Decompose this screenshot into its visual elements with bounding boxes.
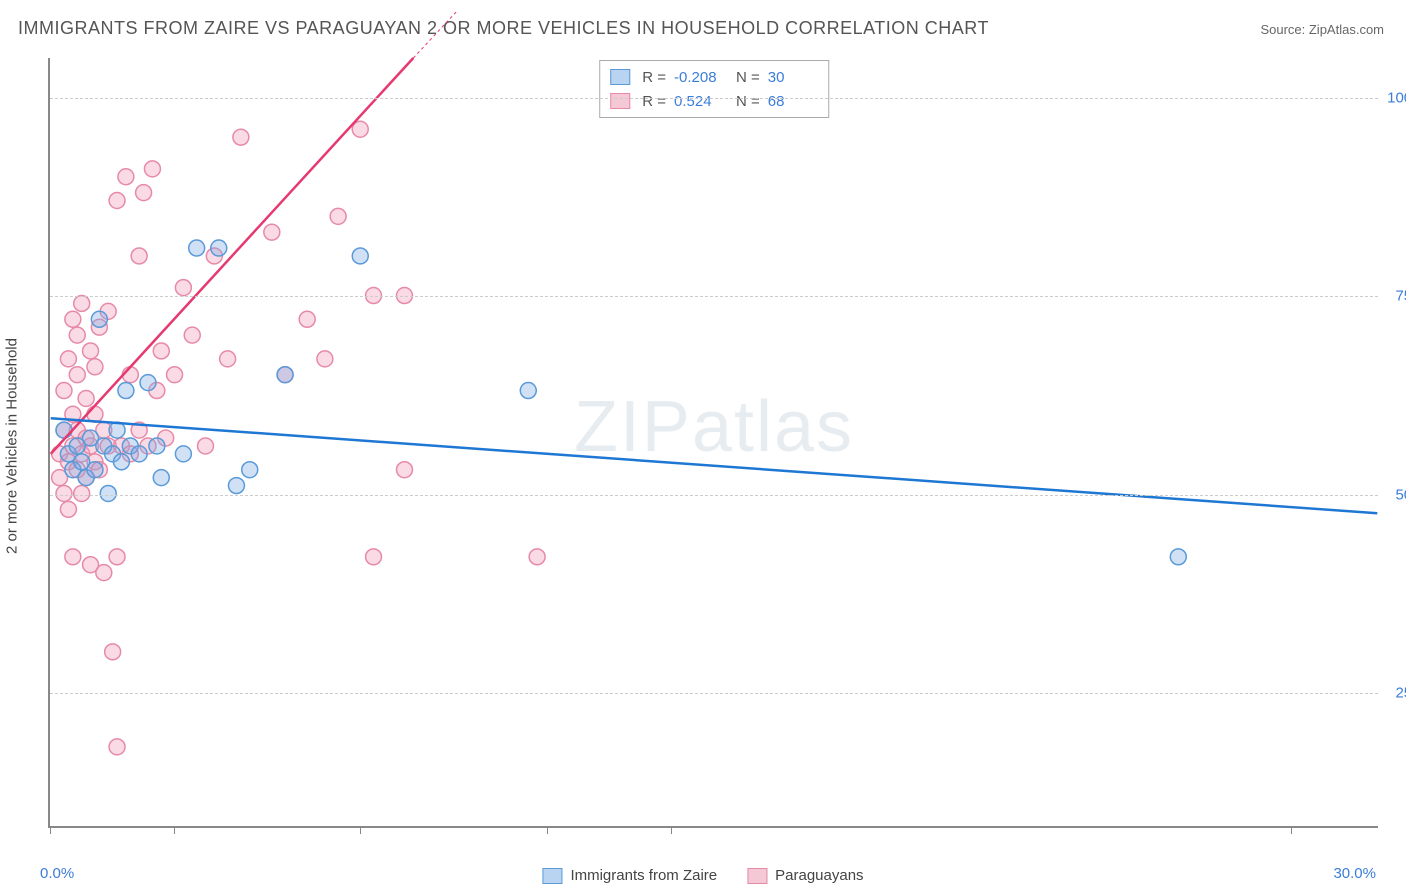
data-point bbox=[60, 351, 76, 367]
x-max-label: 30.0% bbox=[1333, 865, 1376, 882]
data-point bbox=[153, 470, 169, 486]
data-point bbox=[175, 280, 191, 296]
y-tick-label: 100.0% bbox=[1383, 89, 1406, 106]
gridline bbox=[50, 495, 1378, 496]
data-point bbox=[109, 549, 125, 565]
data-point bbox=[529, 549, 545, 565]
data-point bbox=[396, 462, 412, 478]
data-point bbox=[96, 565, 112, 581]
data-point bbox=[105, 644, 121, 660]
r-value: -0.208 bbox=[674, 69, 724, 86]
n-value: 68 bbox=[768, 93, 818, 110]
stats-row: R = 0.524 N = 68 bbox=[610, 89, 818, 113]
data-point bbox=[118, 169, 134, 185]
data-point bbox=[69, 367, 85, 383]
y-tick-label: 50.0% bbox=[1383, 486, 1406, 503]
data-point bbox=[140, 375, 156, 391]
data-point bbox=[69, 327, 85, 343]
data-point bbox=[87, 462, 103, 478]
data-point bbox=[100, 485, 116, 501]
data-point bbox=[74, 485, 90, 501]
y-axis-title: 2 or more Vehicles in Household bbox=[4, 338, 21, 554]
legend-label: Paraguayans bbox=[775, 867, 863, 884]
data-point bbox=[189, 240, 205, 256]
data-point bbox=[56, 422, 72, 438]
stats-legend: R = -0.208 N = 30 R = 0.524 N = 68 bbox=[599, 60, 829, 118]
data-point bbox=[1170, 549, 1186, 565]
legend-item: Paraguayans bbox=[747, 867, 863, 884]
x-tick bbox=[671, 826, 672, 834]
n-value: 30 bbox=[768, 69, 818, 86]
data-point bbox=[242, 462, 258, 478]
data-point bbox=[233, 129, 249, 145]
legend-item: Immigrants from Zaire bbox=[542, 867, 717, 884]
gridline bbox=[50, 296, 1378, 297]
n-label: N = bbox=[736, 69, 760, 86]
r-label: R = bbox=[642, 69, 666, 86]
data-point bbox=[198, 438, 214, 454]
data-point bbox=[113, 454, 129, 470]
data-point bbox=[136, 185, 152, 201]
data-point bbox=[109, 739, 125, 755]
data-point bbox=[220, 351, 236, 367]
x-tick bbox=[1291, 826, 1292, 834]
legend-swatch bbox=[610, 69, 630, 85]
data-point bbox=[264, 224, 280, 240]
r-value: 0.524 bbox=[674, 93, 724, 110]
data-point bbox=[109, 193, 125, 209]
data-point bbox=[65, 311, 81, 327]
data-point bbox=[228, 478, 244, 494]
data-point bbox=[317, 351, 333, 367]
data-point bbox=[65, 549, 81, 565]
source-attribution: Source: ZipAtlas.com bbox=[1260, 22, 1384, 37]
data-point bbox=[87, 359, 103, 375]
data-point bbox=[211, 240, 227, 256]
data-point bbox=[56, 383, 72, 399]
x-tick bbox=[174, 826, 175, 834]
legend-swatch bbox=[542, 868, 562, 884]
y-tick-label: 75.0% bbox=[1383, 288, 1406, 305]
data-point bbox=[74, 295, 90, 311]
data-point bbox=[144, 161, 160, 177]
n-label: N = bbox=[736, 93, 760, 110]
legend-swatch bbox=[610, 93, 630, 109]
data-point bbox=[91, 311, 107, 327]
data-point bbox=[78, 390, 94, 406]
data-point bbox=[330, 208, 346, 224]
data-point bbox=[56, 485, 72, 501]
legend-swatch bbox=[747, 868, 767, 884]
x-tick bbox=[50, 826, 51, 834]
data-point bbox=[153, 343, 169, 359]
data-point bbox=[366, 549, 382, 565]
chart-svg bbox=[50, 58, 1378, 826]
data-point bbox=[60, 501, 76, 517]
x-tick bbox=[360, 826, 361, 834]
x-tick bbox=[547, 826, 548, 834]
chart-title: IMMIGRANTS FROM ZAIRE VS PARAGUAYAN 2 OR… bbox=[18, 18, 989, 39]
stats-row: R = -0.208 N = 30 bbox=[610, 65, 818, 89]
bottom-legend: Immigrants from Zaire Paraguayans bbox=[542, 867, 863, 884]
data-point bbox=[131, 248, 147, 264]
data-point bbox=[184, 327, 200, 343]
data-point bbox=[83, 343, 99, 359]
data-point bbox=[118, 383, 134, 399]
data-point bbox=[131, 446, 147, 462]
gridline bbox=[50, 693, 1378, 694]
y-tick-label: 25.0% bbox=[1383, 685, 1406, 702]
plot-area: ZIPatlas R =-0.208N =30R =0.524N =68 25.… bbox=[48, 58, 1378, 828]
x-min-label: 0.0% bbox=[40, 865, 74, 882]
data-point bbox=[277, 367, 293, 383]
data-point bbox=[299, 311, 315, 327]
data-point bbox=[175, 446, 191, 462]
r-label: R = bbox=[642, 93, 666, 110]
data-point bbox=[352, 248, 368, 264]
data-point bbox=[167, 367, 183, 383]
data-point bbox=[520, 383, 536, 399]
gridline bbox=[50, 98, 1378, 99]
data-point bbox=[149, 438, 165, 454]
legend-label: Immigrants from Zaire bbox=[570, 867, 717, 884]
